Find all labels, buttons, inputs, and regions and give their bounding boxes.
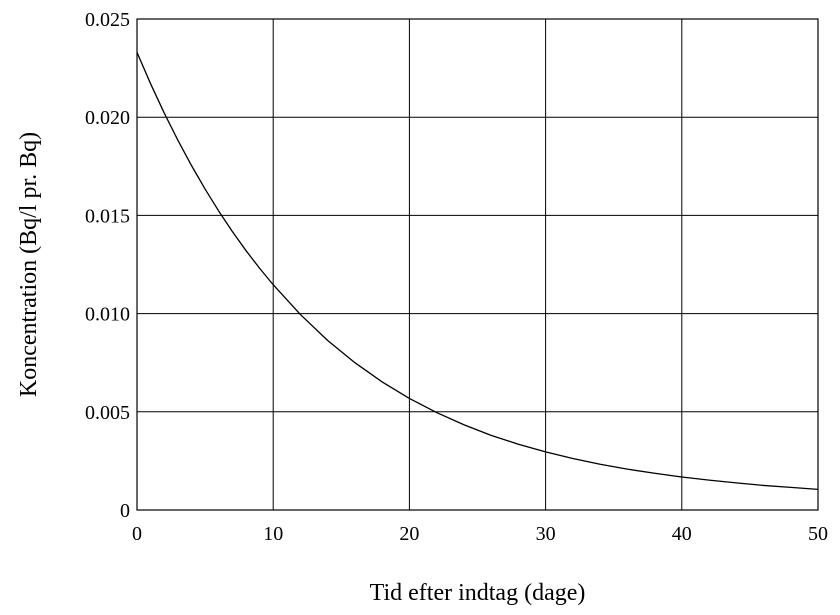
x-tick-label: 50 bbox=[808, 523, 828, 545]
y-axis-ticks: 0 0.005 0.010 0.015 0.020 0.025 bbox=[85, 9, 130, 522]
y-tick-label: 0.015 bbox=[85, 205, 130, 227]
x-tick-label: 20 bbox=[399, 523, 419, 545]
x-tick-label: 40 bbox=[672, 523, 692, 545]
y-tick-label: 0.010 bbox=[85, 304, 130, 326]
y-axis-label: Koncentration (Bq/l pr. Bq) bbox=[16, 132, 42, 397]
y-tick-label: 0 bbox=[120, 500, 130, 522]
series-lines bbox=[136, 52, 819, 491]
plot-frame bbox=[136, 18, 819, 511]
y-tick-label: 0.005 bbox=[85, 402, 130, 424]
x-tick-label: 10 bbox=[263, 523, 283, 545]
x-axis-label: Tid efter indtag (dage) bbox=[370, 580, 586, 606]
x-tick-label: 0 bbox=[132, 523, 142, 545]
grid-lines bbox=[137, 19, 818, 510]
x-tick-label: 30 bbox=[536, 523, 556, 545]
x-axis-ticks: 0 10 20 30 40 50 bbox=[132, 523, 828, 545]
y-tick-label: 0.020 bbox=[85, 107, 130, 129]
y-tick-label: 0.025 bbox=[85, 9, 130, 31]
series-line bbox=[136, 52, 819, 491]
